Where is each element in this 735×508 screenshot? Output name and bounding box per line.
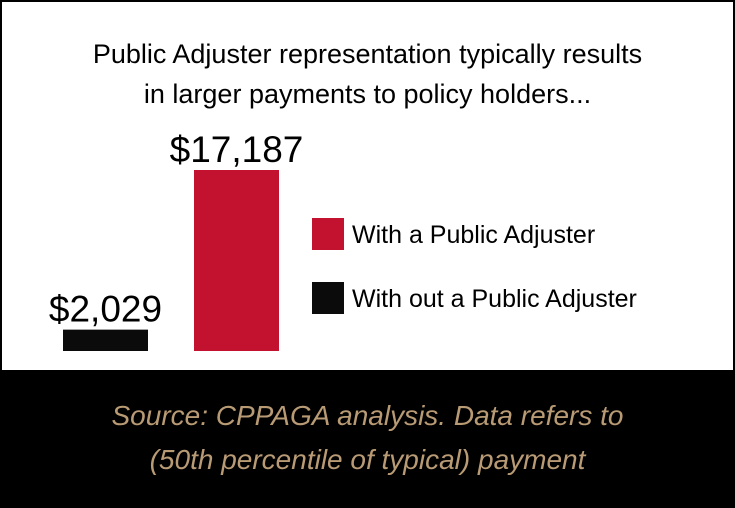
source-note: Source: CPPAGA analysis. Data refers to … xyxy=(0,394,735,482)
source-line-1: Source: CPPAGA analysis. Data refers to xyxy=(111,400,624,431)
bar-with-out-a-public-adjuster xyxy=(63,329,148,351)
value-label-with-out-a-public-adjuster: $2,029 xyxy=(49,289,162,330)
source-line-2: (50th percentile of typical) payment xyxy=(149,444,586,475)
legend-swatch-with-out-a-public-adjuster xyxy=(312,282,344,314)
bar-with-a-public-adjuster xyxy=(194,170,279,351)
source-footer: Source: CPPAGA analysis. Data refers to … xyxy=(0,370,735,508)
legend-swatch-with-a-public-adjuster xyxy=(312,218,344,250)
legend-label-with-out-a-public-adjuster: With out a Public Adjuster xyxy=(352,285,637,313)
value-label-with-a-public-adjuster: $17,187 xyxy=(170,129,304,170)
legend-label-with-a-public-adjuster: With a Public Adjuster xyxy=(352,221,595,249)
chart-title: Public Adjuster representation typically… xyxy=(0,34,735,114)
bar-chart: $2,029 $17,187 With a Public Adjuster With … xyxy=(49,129,637,351)
title-line-2: in larger payments to policy holders... xyxy=(143,79,592,109)
title-line-1: Public Adjuster representation typically… xyxy=(92,39,643,69)
